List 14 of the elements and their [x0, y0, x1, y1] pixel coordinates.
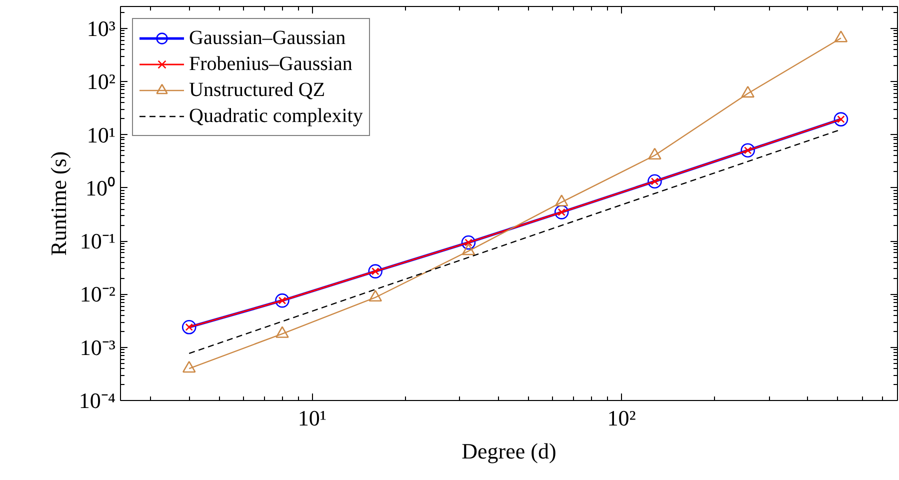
y-tick-label: 10⁻³ [80, 334, 116, 360]
y-tick-label: 10⁻² [80, 282, 116, 307]
x-axis-title: Degree (d) [462, 438, 556, 464]
legend-label: Frobenius–Gaussian [189, 52, 352, 76]
legend-label: Gaussian–Gaussian [189, 26, 346, 50]
y-tick-label: 10⁰ [86, 175, 116, 200]
y-tick-label: 10¹ [86, 122, 116, 148]
y-tick-label: 10⁻¹ [80, 228, 116, 254]
y-tick-label: 10⁻⁴ [78, 388, 116, 413]
legend-label: Quadratic complexity [189, 104, 363, 128]
y-tick-label: 10² [86, 69, 116, 94]
legend-label: Unstructured QZ [189, 78, 326, 102]
y-axis-title: Runtime (s) [46, 151, 71, 256]
y-tick-label: 10³ [86, 16, 116, 42]
